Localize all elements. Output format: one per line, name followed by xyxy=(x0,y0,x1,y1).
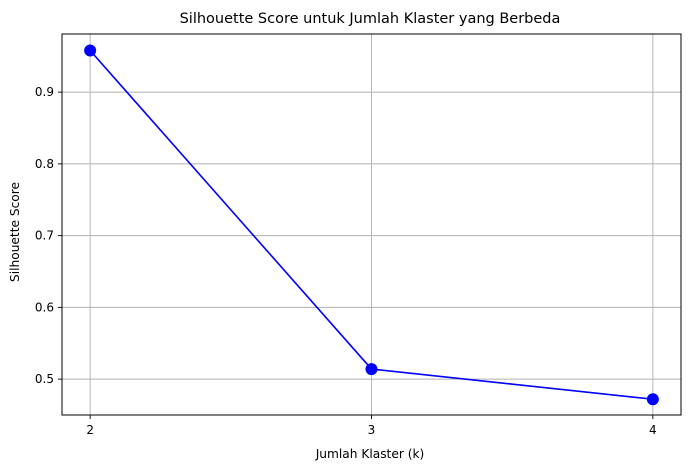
ticks-layer: 2 3 4 0.5 0.6 0.7 0.8 0.9 xyxy=(35,85,657,437)
x-tick-label: 4 xyxy=(649,423,657,437)
y-tick-label: 0.5 xyxy=(35,372,54,386)
x-tick-label: 3 xyxy=(368,423,376,437)
grid-layer xyxy=(62,34,681,415)
chart-title: Silhouette Score untuk Jumlah Klaster ya… xyxy=(180,11,561,27)
data-point xyxy=(646,393,659,406)
x-axis-label: Jumlah Klaster (k) xyxy=(315,447,425,461)
y-tick-label: 0.7 xyxy=(35,229,54,243)
series-layer xyxy=(84,44,659,406)
data-point xyxy=(84,44,97,57)
y-axis-label: Silhouette Score xyxy=(8,182,22,282)
y-tick-label: 0.9 xyxy=(35,85,54,99)
y-tick-label: 0.6 xyxy=(35,300,54,314)
y-tick-label: 0.8 xyxy=(35,157,54,171)
x-tick-label: 2 xyxy=(86,423,94,437)
data-point xyxy=(365,363,378,376)
